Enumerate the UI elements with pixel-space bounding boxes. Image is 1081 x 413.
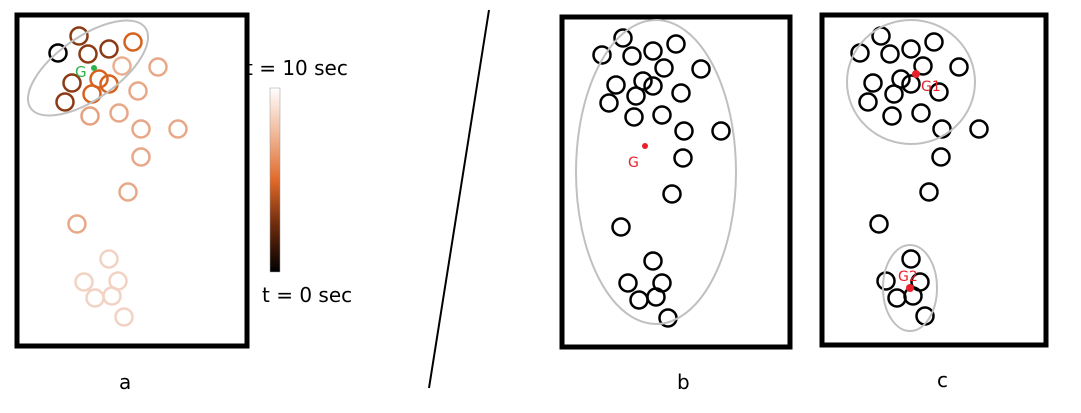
particle-circle [646, 287, 666, 307]
particle-circle [671, 83, 691, 103]
particle-circle [929, 82, 949, 102]
particle-circle [882, 106, 902, 126]
particle-circle [643, 251, 663, 271]
particle-circle [131, 119, 151, 139]
particle-circle [931, 147, 951, 167]
particle-circle [666, 34, 686, 54]
separator-slash [428, 9, 490, 389]
particle-circle [48, 43, 68, 63]
particle-circle [69, 26, 89, 46]
particle-circle [673, 148, 693, 168]
particle-circle [932, 119, 952, 139]
particle-circle [913, 56, 933, 76]
particle-circle [118, 182, 138, 202]
particle-circle [80, 106, 100, 126]
panel-b-circles [592, 28, 731, 328]
colorbar-bottom-label: t = 0 sec [262, 283, 352, 307]
panel-a-centroid-label: G [75, 63, 87, 81]
particle-circle [654, 58, 674, 78]
panel-c-cluster1-ellipse [846, 19, 976, 145]
particle-circle [643, 76, 663, 96]
particle-circle [99, 249, 119, 269]
particle-circle [629, 290, 649, 310]
panel-a-circles [48, 26, 188, 327]
panel-c-cluster2-ellipse [882, 244, 938, 332]
particle-circle [626, 86, 646, 106]
particle-circle [109, 103, 129, 123]
particle-circle [869, 214, 889, 234]
particle-circle [901, 249, 921, 269]
particle-circle [128, 81, 148, 101]
particle-circle [884, 84, 904, 104]
particle-circle [55, 92, 75, 112]
particle-circle [131, 147, 151, 167]
particle-circle [599, 93, 619, 113]
colorbar-top-label: t = 10 sec [245, 56, 348, 80]
panel-c-circles [850, 26, 989, 326]
particle-circle [858, 92, 878, 112]
particle-circle [99, 39, 119, 59]
particle-circle [662, 184, 682, 204]
panel-c-frame [819, 12, 1049, 348]
particle-circle [82, 84, 102, 104]
particle-circle [876, 271, 896, 291]
particle-circle [618, 273, 638, 293]
particle-circle [901, 74, 921, 94]
particle-circle [919, 182, 939, 202]
panel-a-centroid-dot [91, 65, 97, 71]
particle-circle [74, 272, 94, 292]
panel-a: G t = 10 sec t = 0 sec a [14, 12, 352, 394]
panel-b-cluster-ellipse [575, 19, 737, 325]
panel-c-caption: c [937, 368, 948, 392]
particle-circle [611, 217, 631, 237]
particle-circle [924, 32, 944, 52]
panel-b-frame [559, 14, 793, 350]
particle-circle [880, 44, 900, 64]
particle-circle [148, 57, 168, 77]
particle-circle [711, 121, 731, 141]
particle-circle [949, 57, 969, 77]
panel-a-cluster-ellipse [26, 19, 150, 117]
time-colorbar [269, 87, 281, 273]
particle-circle [62, 73, 82, 93]
panel-c-centroid2-label: G2 [898, 269, 918, 285]
particle-circle [114, 307, 134, 327]
panel-b-caption: b [677, 370, 690, 394]
panel-a-frame [14, 12, 250, 349]
panel-c-centroid1-label: G1 [921, 79, 941, 95]
particle-circle [613, 28, 633, 48]
particle-circle [123, 32, 143, 52]
panel-b-centroid-label: G [628, 155, 639, 171]
panel-b-centroid-dot [642, 143, 648, 149]
particle-circle [674, 121, 694, 141]
particle-circle [67, 214, 87, 234]
panel-c-centroid1-dot [912, 70, 920, 78]
particle-circle [85, 288, 105, 308]
particle-circle [622, 46, 642, 66]
panel-c: G1 G2 c [819, 12, 1049, 392]
particle-circle [911, 103, 931, 123]
panel-c-centroid2-dot [906, 284, 914, 292]
particle-circle [887, 288, 907, 308]
panel-a-caption: a [119, 370, 131, 394]
particle-circle [901, 39, 921, 59]
particle-circle [102, 286, 122, 306]
particle-circle [691, 59, 711, 79]
particle-circle [863, 73, 883, 93]
particle-circle [643, 41, 663, 61]
particle-circle [112, 56, 132, 76]
particle-circle [652, 105, 672, 125]
particle-circle [606, 75, 626, 95]
particle-circle [168, 119, 188, 139]
particle-circle [624, 107, 644, 127]
particle-circle [592, 45, 612, 65]
panel-b: G b [559, 14, 793, 394]
particle-circle [78, 44, 98, 64]
particle-circle [969, 119, 989, 139]
